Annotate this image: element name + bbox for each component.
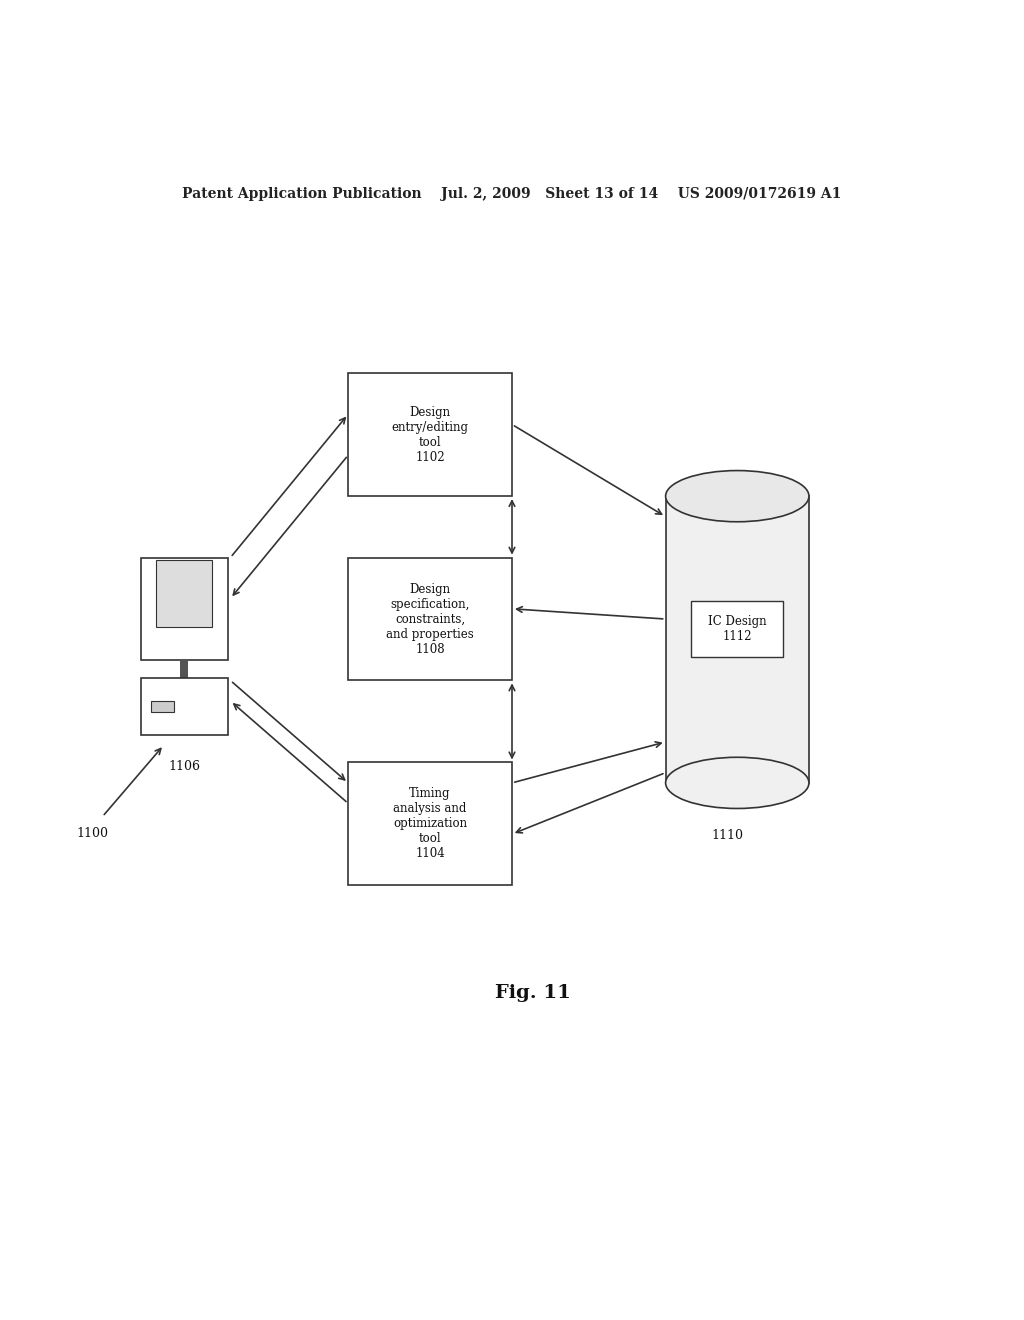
Bar xyxy=(140,678,227,735)
Bar xyxy=(140,557,227,660)
FancyBboxPatch shape xyxy=(348,763,512,886)
Bar xyxy=(152,701,173,711)
Bar xyxy=(156,560,213,627)
Text: 1106: 1106 xyxy=(168,760,201,774)
Bar xyxy=(666,496,809,783)
Text: Fig. 11: Fig. 11 xyxy=(495,983,570,1002)
FancyBboxPatch shape xyxy=(348,374,512,496)
Ellipse shape xyxy=(666,758,809,808)
Bar xyxy=(180,660,188,678)
Text: IC Design
1112: IC Design 1112 xyxy=(708,615,767,643)
Bar xyxy=(691,601,783,657)
Text: Timing
analysis and
optimization
tool
1104: Timing analysis and optimization tool 11… xyxy=(393,787,467,861)
Text: Design
specification,
constraints,
and properties
1108: Design specification, constraints, and p… xyxy=(386,582,474,656)
Text: Patent Application Publication    Jul. 2, 2009   Sheet 13 of 14    US 2009/01726: Patent Application Publication Jul. 2, 2… xyxy=(182,187,842,201)
Ellipse shape xyxy=(666,470,809,521)
Text: 1110: 1110 xyxy=(711,829,743,842)
Text: Design
entry/editing
tool
1102: Design entry/editing tool 1102 xyxy=(391,405,469,463)
FancyBboxPatch shape xyxy=(348,557,512,681)
Text: 1100: 1100 xyxy=(76,826,109,840)
